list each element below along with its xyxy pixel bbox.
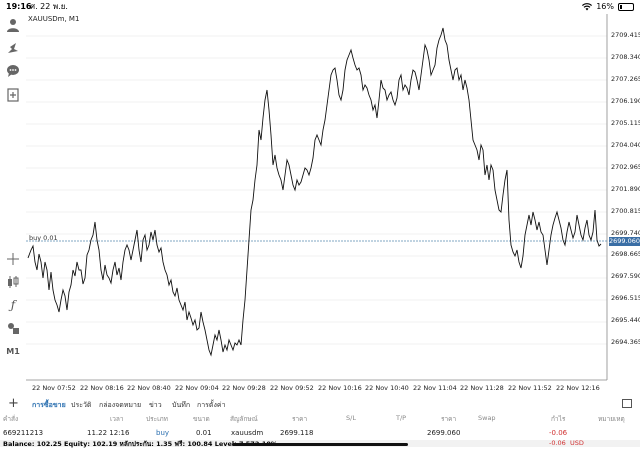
order-type: buy xyxy=(156,429,170,437)
col-comment: หมายเหตุ xyxy=(598,415,625,423)
time-label: 22 Nov 11:28 xyxy=(460,384,504,392)
add-icon[interactable]: + xyxy=(8,396,19,411)
home-indicator xyxy=(232,443,408,446)
wifi-icon xyxy=(582,3,593,11)
time-label: 22 Nov 11:52 xyxy=(508,384,552,392)
price-label: 2705.115 xyxy=(611,119,640,127)
battery-icon xyxy=(618,3,634,11)
col-open-price: ราคา xyxy=(292,415,308,423)
time-label: 22 Nov 11:04 xyxy=(413,384,457,392)
col-symbol: สัญลักษณ์ xyxy=(230,415,258,423)
clock: 19:16 xyxy=(6,2,32,11)
order-open-price: 2699.118 xyxy=(280,429,314,437)
timeframe-button[interactable]: M1 xyxy=(6,346,20,356)
left-toolbar: ƒ M1 xyxy=(0,14,26,390)
order-time: 11.22 12:16 xyxy=(87,429,130,437)
battery-percent: 16% xyxy=(596,2,614,11)
chat-icon[interactable] xyxy=(4,62,22,80)
col-tp: T/P xyxy=(396,414,407,422)
time-label: 22 Nov 09:52 xyxy=(270,384,314,392)
buy-order-label: buy 0.01 xyxy=(29,234,58,242)
col-order: คำสั่ง xyxy=(3,415,19,423)
tab-news[interactable]: ข่าว xyxy=(149,401,162,409)
price-label: 2695.440 xyxy=(611,316,640,324)
time-label: 22 Nov 08:16 xyxy=(80,384,124,392)
tab-history[interactable]: ประวัติ xyxy=(71,401,92,409)
price-label: 2694.365 xyxy=(611,338,640,346)
price-label: 2704.040 xyxy=(611,141,640,149)
price-label: 2696.515 xyxy=(611,294,640,302)
col-price: ราคา xyxy=(441,415,457,423)
time-label: 22 Nov 08:40 xyxy=(127,384,171,392)
order-symbol: xauusdm xyxy=(231,429,264,437)
tab-mailbox[interactable]: กล่องจดหมาย xyxy=(99,401,142,409)
function-icon[interactable]: ƒ xyxy=(10,298,16,312)
status-bar: 19:16 ศ. 22 พ.ย. 16% xyxy=(0,0,640,14)
order-price: 2699.060 xyxy=(427,429,461,437)
time-label: 22 Nov 09:28 xyxy=(222,384,266,392)
col-size: ขนาด xyxy=(193,415,210,423)
price-label: 2708.340 xyxy=(611,53,640,61)
col-swap: Swap xyxy=(478,414,496,422)
status-right: 16% xyxy=(582,0,634,14)
price-label: 2698.665 xyxy=(611,250,640,258)
price-label: 2701.890 xyxy=(611,185,640,193)
time-label: 22 Nov 10:40 xyxy=(365,384,409,392)
price-label: 2706.190 xyxy=(611,97,640,105)
tab-journal[interactable]: บันทึก xyxy=(172,401,191,409)
col-sl: S/L xyxy=(346,414,356,422)
time-label: 22 Nov 07:52 xyxy=(32,384,76,392)
chart-symbol: XAUUSDm, M1 xyxy=(28,15,80,23)
time-label: 22 Nov 10:16 xyxy=(318,384,362,392)
col-profit: กำไร xyxy=(551,415,566,423)
price-chart[interactable] xyxy=(0,0,640,397)
chart-grid xyxy=(26,35,607,345)
time-label: 22 Nov 12:16 xyxy=(556,384,600,392)
price-label: 2700.815 xyxy=(611,207,640,215)
add-chart-icon[interactable] xyxy=(4,86,22,104)
total-profit: -0.06 xyxy=(549,439,566,447)
candles-icon[interactable] xyxy=(4,273,22,291)
objects-icon[interactable] xyxy=(4,319,22,337)
price-line xyxy=(27,27,602,357)
price-label: 2709.415 xyxy=(611,31,640,39)
price-label: 2697.590 xyxy=(611,272,640,280)
time-label: 22 Nov 09:04 xyxy=(175,384,219,392)
panel-toggle-icon[interactable] xyxy=(622,399,632,408)
order-profit: -0.06 xyxy=(549,429,568,437)
person-icon[interactable] xyxy=(4,16,22,34)
tab-trade[interactable]: การซื้อขาย xyxy=(32,401,66,409)
order-size: 0.01 xyxy=(196,429,212,437)
price-label: 2707.265 xyxy=(611,75,640,83)
trade-icon[interactable] xyxy=(4,39,22,57)
balance-summary: Balance: 102.25 Equity: 102.19 หลักประกั… xyxy=(3,440,278,448)
tab-settings[interactable]: การตั้งค่า xyxy=(197,401,226,409)
price-label: 2699.740 xyxy=(611,229,640,237)
date: ศ. 22 พ.ย. xyxy=(30,2,68,11)
crosshair-icon[interactable] xyxy=(4,250,22,268)
bottom-tab-bar: + การซื้อขาย ประวัติ กล่องจดหมาย ข่าว บั… xyxy=(0,397,640,411)
col-type: ประเภท xyxy=(146,415,168,423)
current-price-tag: 2699.060 xyxy=(609,237,640,246)
order-id: 669211213 xyxy=(3,429,44,437)
currency: USD xyxy=(570,439,584,447)
col-time: เวลา xyxy=(110,415,124,423)
price-label: 2702.965 xyxy=(611,163,640,171)
